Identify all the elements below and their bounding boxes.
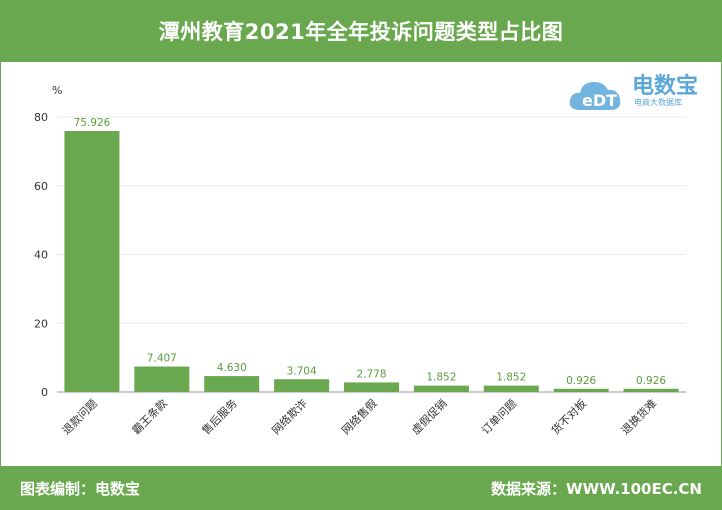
value-label: 4.630 xyxy=(217,362,247,374)
category-label: 网络欺诈 xyxy=(269,396,310,437)
category-label: 订单问题 xyxy=(479,397,519,437)
category-label: 退款问题 xyxy=(59,396,100,437)
gridlines xyxy=(57,116,686,393)
footer-source: 数据来源：WWW.100EC.CN xyxy=(491,480,702,498)
bar xyxy=(483,385,539,392)
category-label: 售后服务 xyxy=(199,396,240,437)
category-label: 货不对板 xyxy=(548,396,589,437)
logo-mark: eDT xyxy=(582,91,617,110)
value-label: 3.704 xyxy=(287,365,317,377)
bar xyxy=(274,379,330,392)
value-labels: 75.926 7.407 4.630 3.704 2.778 1.852 1.852 0.92… xyxy=(74,117,667,387)
cloud-logo-icon: eDT xyxy=(569,82,621,110)
value-label: 7.407 xyxy=(147,353,177,365)
value-label: 75.926 xyxy=(74,117,111,129)
y-tick-label: 80 xyxy=(34,111,48,124)
bar xyxy=(204,376,260,392)
bar xyxy=(344,382,399,392)
y-tick-label: 0 xyxy=(41,386,48,399)
bar-chart: % 0 20 40 60 80 75.926 7.407 4.630 3.704 2.778 1.8… xyxy=(34,84,686,437)
y-tick-label: 40 xyxy=(34,249,48,262)
value-label: 0.926 xyxy=(566,375,596,387)
chart-title: 潭州教育2021年全年投诉问题类型占比图 xyxy=(158,20,564,44)
logo-subtitle: 电商大数据库 xyxy=(634,98,682,107)
y-axis-unit: % xyxy=(52,84,62,97)
value-label: 1.852 xyxy=(426,372,456,384)
category-label: 退换货难 xyxy=(618,396,659,437)
value-label: 0.926 xyxy=(636,375,666,387)
bar xyxy=(413,385,469,392)
value-label: 1.852 xyxy=(496,372,526,384)
bar xyxy=(553,388,609,392)
title-banner: 潭州教育2021年全年投诉问题类型占比图 xyxy=(0,0,722,62)
bar xyxy=(64,131,120,392)
y-tick-label: 60 xyxy=(34,180,48,193)
category-labels: 退款问题 霸王条款 售后服务 网络欺诈 网络售假 虚假促销 订单问题 货不对板 退换货难 xyxy=(59,396,659,437)
value-label: 2.778 xyxy=(356,368,386,380)
footer-band: 图表编制：电数宝 数据来源：WWW.100EC.CN xyxy=(0,466,722,510)
category-label: 虚假促销 xyxy=(408,396,449,437)
logo-name: 电数宝 xyxy=(632,74,699,99)
bar xyxy=(623,388,679,392)
footer-compiler: 图表编制：电数宝 xyxy=(20,480,141,498)
y-axis: % 0 20 40 60 80 xyxy=(34,84,62,399)
y-tick-label: 20 xyxy=(34,317,48,330)
category-label: 网络售假 xyxy=(339,396,380,437)
category-label: 霸王条款 xyxy=(129,396,170,437)
bar xyxy=(134,366,190,392)
bars xyxy=(64,131,679,392)
